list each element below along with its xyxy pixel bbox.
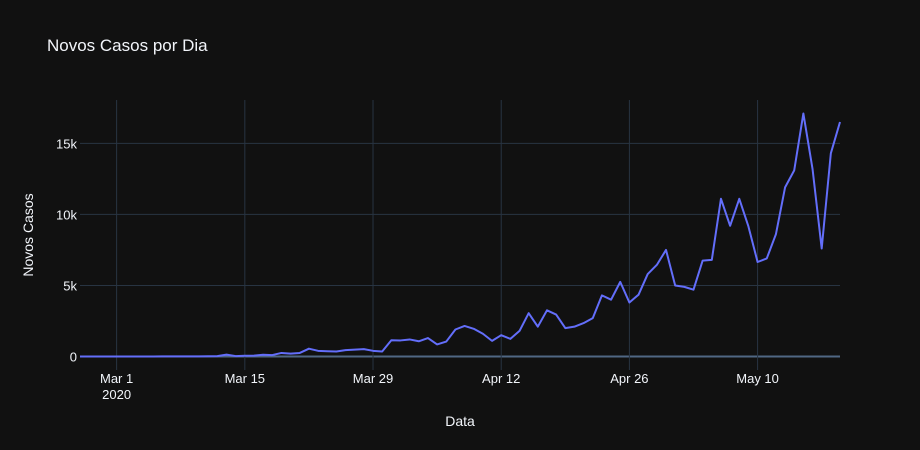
- x-tick-label: Apr 26: [610, 371, 648, 386]
- x-tick-label: May 10: [736, 371, 779, 386]
- x-axis-label: Data: [445, 413, 475, 429]
- x-tick-label-line: Mar 15: [225, 371, 265, 386]
- x-tick-label-line: May 10: [736, 371, 779, 386]
- y-axis-label: Novos Casos: [20, 193, 36, 276]
- data-line: [79, 112, 841, 358]
- y-tick-label: 0: [70, 350, 77, 365]
- x-tick-label-line: Mar 1: [100, 371, 133, 386]
- y-tick-label: 15k: [56, 136, 77, 151]
- x-tick-label-line: Apr 26: [610, 371, 648, 386]
- x-tick-label-line: Apr 12: [482, 371, 520, 386]
- x-tick-label: Mar 29: [353, 371, 393, 386]
- y-tick-label: 10k: [56, 207, 77, 222]
- x-tick-label: Mar 1 2020: [100, 371, 133, 402]
- y-tick-label: 5k: [63, 278, 77, 293]
- x-tick-label: Apr 12: [482, 371, 520, 386]
- x-tick-label-line: 2020: [102, 387, 131, 402]
- x-tick-label-line: Mar 29: [353, 371, 393, 386]
- x-tick-label: Mar 15: [225, 371, 265, 386]
- chart-title: Novos Casos por Dia: [47, 36, 208, 55]
